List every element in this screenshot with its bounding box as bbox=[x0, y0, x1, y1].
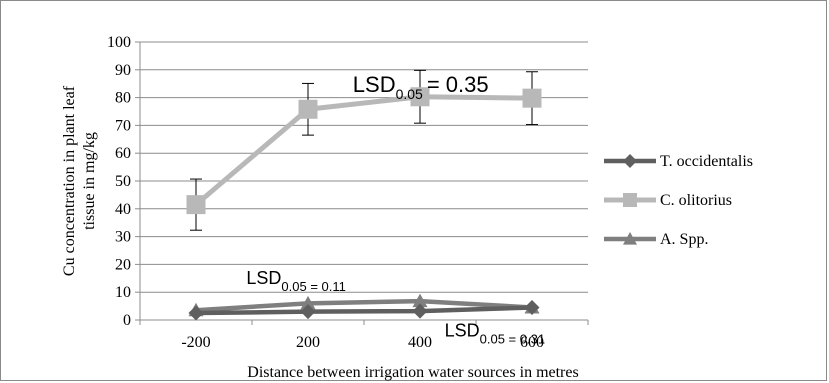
legend-item-a-spp: A. Spp. bbox=[604, 231, 708, 248]
legend-item-c-olitorius: C. olitorius bbox=[604, 192, 732, 209]
data-point bbox=[300, 295, 316, 310]
data-point bbox=[410, 87, 430, 107]
data-point bbox=[522, 88, 542, 108]
lsd-annotation-subscript: 0.05 bbox=[396, 86, 423, 102]
lsd-annotation: LSD0.05 = 0.35 bbox=[353, 72, 489, 102]
lsd-annotation-main: LSD bbox=[445, 321, 480, 341]
data-point bbox=[188, 305, 204, 321]
series-line-c-olitorius bbox=[194, 94, 533, 207]
y-tick-label: 30 bbox=[115, 229, 131, 246]
data-point bbox=[412, 293, 428, 308]
lsd-annotation-main: LSD bbox=[353, 72, 396, 97]
legend-label: T. occidentalis bbox=[660, 153, 753, 170]
y-tick-label: 100 bbox=[107, 34, 131, 51]
data-point bbox=[524, 299, 540, 315]
data-point bbox=[300, 304, 316, 320]
lsd-annotation-subscript: 0.05 = 0.31 bbox=[480, 332, 545, 347]
y-tick-label: 10 bbox=[115, 284, 131, 301]
series-c-olitorius bbox=[186, 69, 542, 231]
data-point bbox=[298, 99, 318, 119]
legend-label: A. Spp. bbox=[660, 231, 708, 248]
legend-marker bbox=[623, 232, 637, 245]
legend-marker bbox=[623, 193, 637, 207]
lsd-annotation-value: = 0.35 bbox=[427, 72, 489, 97]
y-tick-label: 90 bbox=[115, 62, 131, 79]
y-tick-label: 60 bbox=[115, 145, 131, 162]
x-tick-label: 200 bbox=[296, 334, 320, 351]
x-tick-label: 600 bbox=[520, 334, 544, 351]
y-tick-label: 80 bbox=[115, 90, 131, 107]
y-tick-label: 0 bbox=[123, 312, 131, 329]
y-axis-title-line: Cu concentration in plant leaf bbox=[61, 85, 78, 276]
lsd-annotation-main: LSD bbox=[246, 268, 281, 288]
lsd-annotation: LSD0.05 = 0.31 bbox=[445, 321, 545, 347]
y-tick-label: 70 bbox=[115, 117, 131, 134]
x-axis-title: Distance between irrigation water source… bbox=[247, 364, 578, 381]
lsd-annotation-subscript: 0.05 = 0.11 bbox=[281, 279, 345, 294]
series-line-a-spp bbox=[195, 298, 533, 313]
series-t-occidentalis bbox=[188, 299, 540, 321]
y-axis-title: Cu concentration in plant leaf tissue in … bbox=[61, 85, 98, 276]
data-point bbox=[186, 195, 206, 215]
x-tick-label: 400 bbox=[408, 334, 432, 351]
legend-marker bbox=[623, 154, 637, 168]
series-line-t-occidentalis bbox=[195, 305, 533, 316]
legend-item-t-occidentalis: T. occidentalis bbox=[604, 153, 753, 170]
legend-label: C. olitorius bbox=[660, 192, 732, 209]
y-tick-label: 50 bbox=[115, 173, 131, 190]
y-axis-title-line: tissue in mg/kg bbox=[81, 132, 98, 230]
x-tick-label: -200 bbox=[181, 334, 210, 351]
y-tick-label: 20 bbox=[115, 256, 131, 273]
y-tick-label: 40 bbox=[115, 201, 131, 218]
data-point bbox=[412, 303, 428, 319]
lsd-annotation: LSD0.05 = 0.11 bbox=[246, 268, 345, 294]
